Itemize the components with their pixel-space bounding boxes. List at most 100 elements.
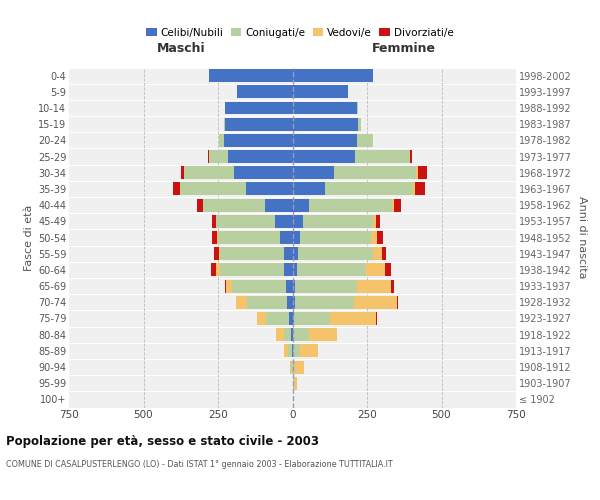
Bar (247, 182, 293, 196)
Bar (371, 231, 377, 244)
Bar (284, 344, 289, 358)
Bar (238, 86, 293, 98)
Bar (365, 264, 385, 276)
Bar (287, 296, 293, 308)
Bar (280, 231, 293, 244)
Bar (415, 182, 425, 196)
Bar (293, 344, 300, 358)
Bar (309, 328, 337, 341)
Bar (394, 198, 401, 211)
Bar (229, 150, 293, 163)
Bar (376, 215, 380, 228)
Bar (295, 360, 304, 374)
Bar (211, 264, 215, 276)
Bar (413, 182, 415, 196)
Bar (289, 344, 292, 358)
Bar (293, 182, 325, 196)
Bar (295, 280, 356, 292)
Bar (300, 231, 371, 244)
Bar (293, 166, 334, 179)
Bar (216, 215, 275, 228)
Bar (303, 215, 373, 228)
Bar (293, 118, 358, 130)
Bar (293, 102, 356, 114)
Bar (220, 264, 284, 276)
Bar (293, 280, 295, 292)
Bar (208, 150, 209, 163)
Bar (235, 166, 293, 179)
Bar (203, 198, 265, 211)
Bar (218, 247, 220, 260)
Bar (373, 247, 382, 260)
Bar (356, 102, 358, 114)
Bar (247, 296, 287, 308)
Bar (275, 215, 293, 228)
Bar (373, 215, 376, 228)
Y-axis label: Fasce di età: Fasce di età (23, 204, 34, 270)
Bar (293, 198, 309, 211)
Bar (291, 328, 293, 341)
Bar (257, 312, 266, 325)
Bar (385, 264, 391, 276)
Bar (382, 247, 386, 260)
Bar (298, 247, 373, 260)
Bar (293, 328, 309, 341)
Bar (353, 296, 397, 308)
Bar (293, 86, 347, 98)
Bar (212, 231, 217, 244)
Bar (226, 280, 232, 292)
Bar (300, 344, 318, 358)
Bar (218, 231, 280, 244)
Legend: Celibi/Nubili, Coniugati/e, Vedovi/e, Divorziati/e: Celibi/Nubili, Coniugati/e, Vedovi/e, Di… (146, 28, 454, 38)
Bar (293, 247, 298, 260)
Bar (214, 247, 218, 260)
Bar (293, 69, 373, 82)
Bar (181, 166, 184, 179)
Bar (376, 312, 377, 325)
Bar (418, 166, 427, 179)
Bar (293, 231, 300, 244)
Text: Maschi: Maschi (157, 42, 205, 55)
Bar (397, 296, 398, 308)
Bar (173, 182, 180, 196)
Bar (266, 312, 289, 325)
Bar (290, 360, 291, 374)
Bar (289, 312, 293, 325)
Bar (236, 296, 247, 308)
Bar (325, 182, 413, 196)
Bar (293, 264, 297, 276)
Bar (334, 166, 416, 179)
Bar (293, 360, 295, 374)
Bar (212, 215, 216, 228)
Bar (297, 264, 365, 276)
Bar (293, 150, 355, 163)
Bar (295, 296, 353, 308)
Bar (284, 247, 293, 260)
Bar (226, 118, 293, 130)
Text: COMUNE DI CASALPUSTERLENGO (LO) - Dati ISTAT 1° gennaio 2003 - Elaborazione TUTT: COMUNE DI CASALPUSTERLENGO (LO) - Dati I… (6, 460, 392, 469)
Bar (184, 166, 235, 179)
Y-axis label: Anni di nascita: Anni di nascita (577, 196, 587, 279)
Bar (209, 69, 293, 82)
Bar (416, 166, 418, 179)
Bar (293, 215, 303, 228)
Bar (392, 198, 394, 211)
Bar (410, 150, 412, 163)
Bar (232, 280, 286, 292)
Bar (284, 264, 293, 276)
Bar (215, 264, 220, 276)
Bar (355, 150, 410, 163)
Text: Femmine: Femmine (372, 42, 436, 55)
Bar (293, 296, 295, 308)
Bar (265, 198, 293, 211)
Bar (294, 312, 330, 325)
Bar (377, 231, 383, 244)
Bar (226, 102, 293, 114)
Bar (284, 328, 291, 341)
Bar (220, 134, 224, 147)
Bar (225, 280, 226, 292)
Bar (293, 134, 356, 147)
Bar (286, 280, 293, 292)
Bar (275, 328, 284, 341)
Bar (294, 376, 297, 390)
